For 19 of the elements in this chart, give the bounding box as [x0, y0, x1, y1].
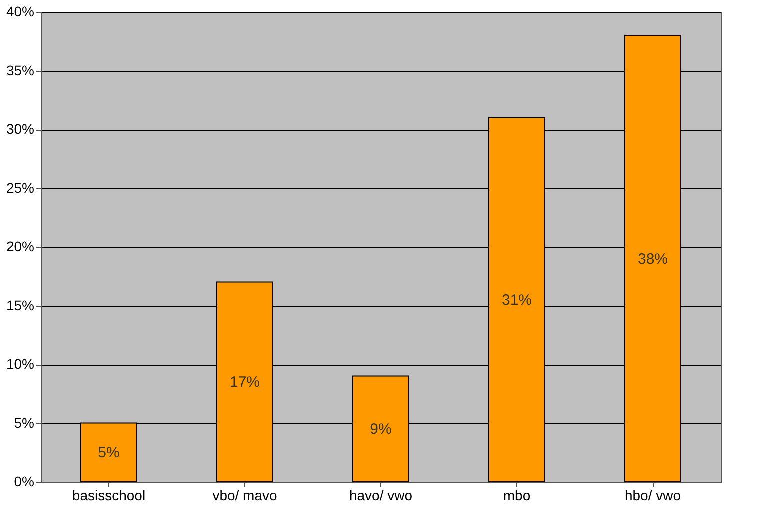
y-tick-label: 15%	[6, 297, 34, 314]
x-tick-label: basisschool	[72, 488, 146, 504]
data-label: 5%	[98, 444, 120, 462]
y-tick-label: 30%	[6, 121, 34, 137]
data-label: 38%	[638, 250, 668, 268]
y-tick-label: 5%	[14, 414, 34, 431]
x-tick-label: hbo/ vwo	[624, 488, 682, 504]
x-tick-label: havo/ vwo	[349, 488, 413, 504]
x-tick-label: vbo/ mavo	[212, 488, 278, 504]
y-tick-label: 0%	[14, 474, 34, 490]
y-tick-label: 25%	[6, 180, 34, 196]
y-tick-label: 40%	[6, 4, 34, 20]
data-label: 31%	[502, 292, 532, 309]
data-label: 9%	[370, 421, 392, 438]
x-tick-label: mbo	[503, 488, 531, 504]
data-label: 17%	[230, 374, 260, 392]
y-tick-label: 10%	[6, 356, 34, 372]
y-tick-label: 20%	[6, 238, 34, 254]
y-tick-label: 35%	[6, 62, 34, 78]
